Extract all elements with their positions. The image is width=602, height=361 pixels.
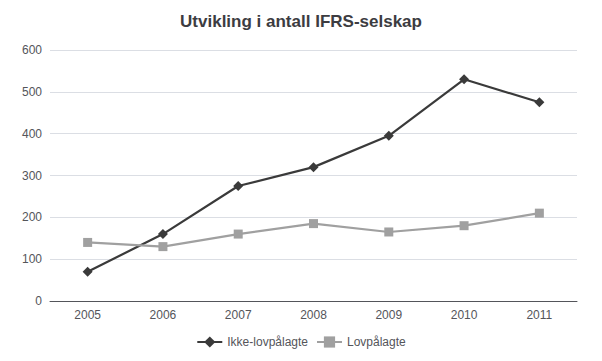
svg-text:0: 0	[35, 294, 42, 308]
svg-text:100: 100	[22, 252, 42, 266]
svg-text:Ikke-lovpålagte: Ikke-lovpålagte	[227, 335, 308, 349]
svg-text:2006: 2006	[150, 308, 177, 322]
svg-text:2005: 2005	[74, 308, 101, 322]
svg-text:Utvikling i antall IFRS-selska: Utvikling i antall IFRS-selskap	[180, 12, 422, 31]
svg-text:2011: 2011	[526, 308, 552, 322]
svg-text:2007: 2007	[225, 308, 252, 322]
svg-text:200: 200	[22, 210, 42, 224]
svg-text:2008: 2008	[300, 308, 327, 322]
svg-text:600: 600	[22, 43, 42, 57]
svg-text:Lovpålagte: Lovpålagte	[347, 335, 406, 349]
svg-text:500: 500	[22, 85, 42, 99]
svg-text:400: 400	[22, 127, 42, 141]
svg-text:2009: 2009	[375, 308, 402, 322]
svg-text:2010: 2010	[451, 308, 478, 322]
svg-text:300: 300	[22, 169, 42, 183]
